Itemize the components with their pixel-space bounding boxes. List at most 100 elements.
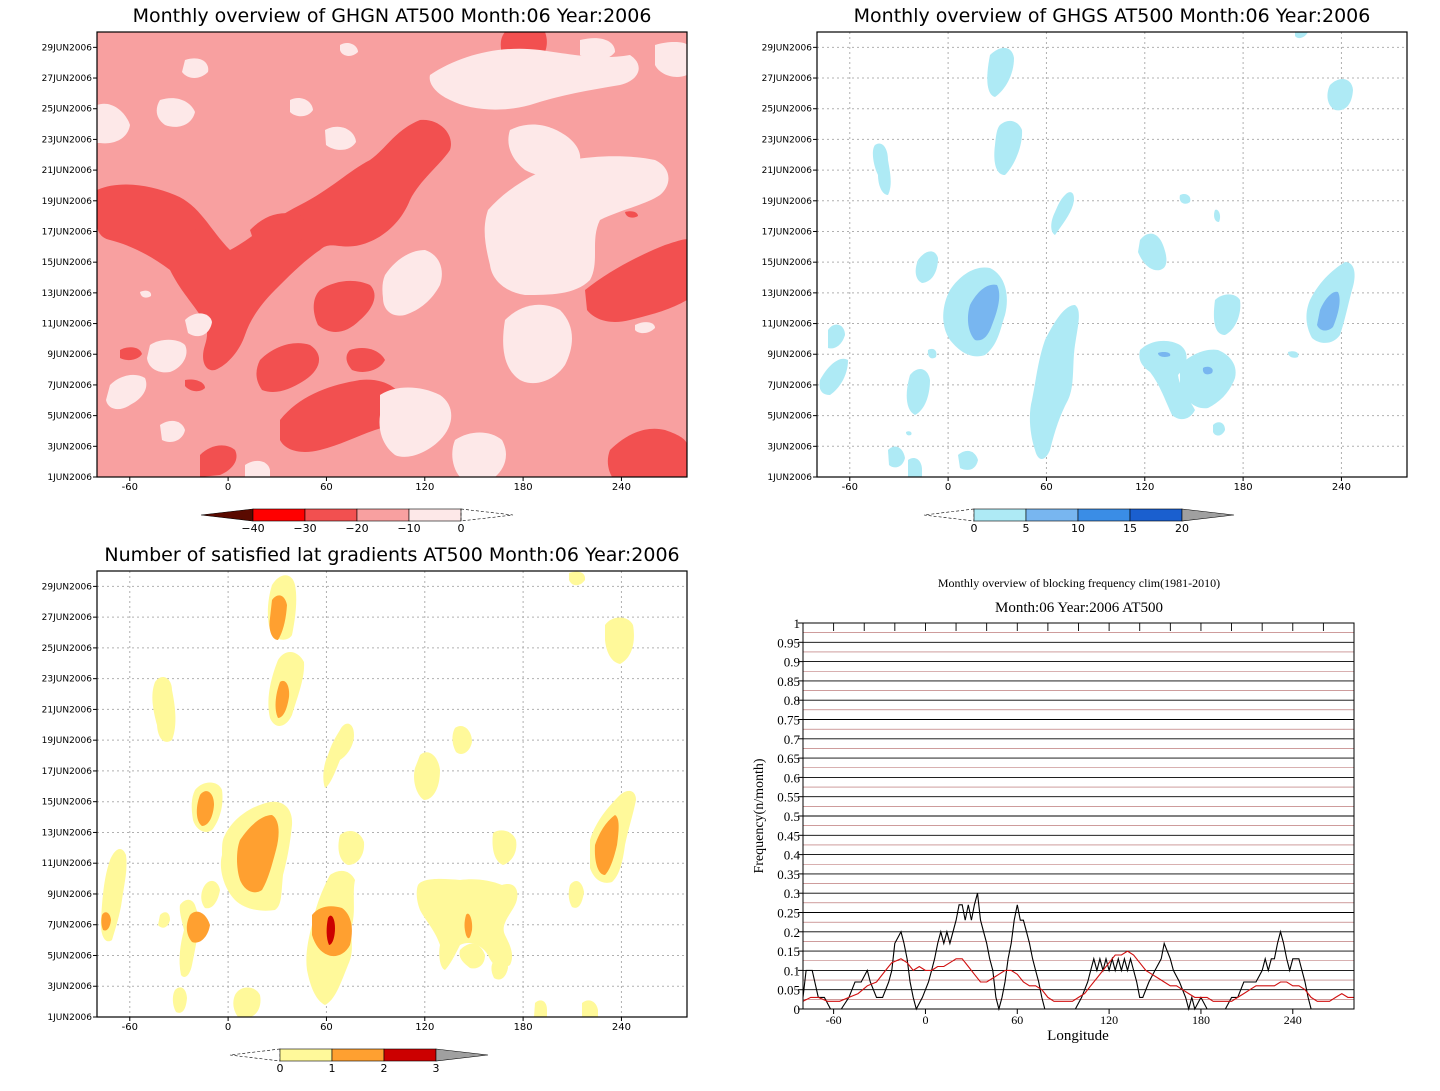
- freq-y-tick-label: 0.9: [784, 655, 800, 670]
- latgrad-colorbar-label: 1: [329, 1062, 336, 1075]
- latgrad-y-ticks: 1JUN2006 3JUN2006 5JUN2006 7JUN2006 9JUN2006…: [42, 582, 97, 1023]
- freq-y-tick-label: 0.7: [784, 732, 801, 747]
- ghgs-y-tick-label: 1JUN2006: [767, 473, 812, 483]
- ghgs-colorbar-segment: [973, 508, 1027, 522]
- panel-frequency-title: Monthly overview of blocking frequency c…: [938, 576, 1220, 590]
- latgrad-y-tick-label: 27JUN2006: [42, 613, 93, 623]
- ghgn-y-tick-label: 29JUN2006: [42, 43, 93, 53]
- latgrad-colorbar-segment: [279, 1048, 333, 1062]
- ghgn-colorbar-segment: [356, 508, 410, 522]
- ghgs-colorbar-segment: [1129, 508, 1183, 522]
- freq-y-tick-label: 0.25: [777, 906, 800, 921]
- ghgs-plot-area: [816, 31, 1408, 478]
- latgrad-colorbar: 0 1 2 3: [229, 1048, 489, 1075]
- freq-y-tick-label: 0.85: [777, 674, 800, 689]
- ghgn-plot-frame: [96, 31, 688, 478]
- ghgn-y-tick-label: 1JUN2006: [47, 473, 92, 483]
- ghgs-x-tick-label: -60: [842, 482, 858, 493]
- ghgs-colorbar-label: 5: [1023, 522, 1030, 535]
- ghgn-colorbar-label: −10: [397, 522, 420, 535]
- ghgs-y-tick-label: 5JUN2006: [767, 412, 812, 422]
- ghgn-y-tick-label: 19JUN2006: [42, 197, 93, 207]
- panel-frequency-subtitle: Month:06 Year:2006 AT500: [995, 600, 1163, 616]
- freq-y-tick-label: 0.05: [777, 983, 800, 998]
- panel-ghgn-title: Monthly overview of GHGN AT500 Month:06 …: [133, 5, 652, 27]
- ghgn-y-tick-label: 21JUN2006: [42, 166, 93, 176]
- freq-y-tick-label: 0.2: [784, 925, 800, 940]
- ghgs-contour-band-mid: [967, 284, 1340, 375]
- ghgn-colorbar-label: −20: [345, 522, 368, 535]
- ghgn-colorbar-label: −40: [241, 522, 264, 535]
- ghgn-y-tick-label: 17JUN2006: [42, 227, 93, 237]
- freq-x-tick-label: 180: [1192, 1013, 1210, 1027]
- freq-y-tick-label: 0.95: [777, 635, 800, 650]
- freq-x-tick-label: 240: [1284, 1013, 1302, 1027]
- ghgn-x-tick-label: 240: [612, 482, 631, 493]
- ghgs-y-ticks: 1JUN2006 3JUN2006 5JUN2006 7JUN2006 9JUN2006…: [762, 43, 817, 483]
- ghgn-y-ticks: 1JUN2006 3JUN2006 5JUN2006 7JUN2006 9JUN2006…: [42, 43, 97, 483]
- latgrad-y-tick-label: 3JUN2006: [47, 982, 92, 992]
- latgrad-colorbar-label: 2: [381, 1062, 388, 1075]
- ghgs-colorbar-extension-max: [1181, 508, 1235, 522]
- ghgn-x-tick-label: -60: [122, 482, 138, 493]
- ghgs-x-tick-label: 120: [1135, 482, 1154, 493]
- ghgs-x-tick-label: 60: [1040, 482, 1053, 493]
- ghgs-colorbar-label: 10: [1071, 522, 1085, 535]
- freq-gridlines: [802, 622, 1355, 1010]
- latgrad-y-tick-label: 11JUN2006: [42, 859, 93, 869]
- latgrad-colorbar-segment: [331, 1048, 385, 1062]
- freq-y-tick-label: 0.65: [777, 751, 800, 766]
- ghgn-y-tick-label: 11JUN2006: [42, 320, 93, 330]
- latgrad-contour-band-2-3: [326, 915, 335, 945]
- ghgn-colorbar-label: 0: [458, 522, 465, 535]
- ghgs-x-tick-label: 240: [1332, 482, 1351, 493]
- freq-x-tick-label: 0: [922, 1013, 928, 1027]
- ghgn-y-tick-label: 13JUN2006: [42, 289, 93, 299]
- ghgn-y-tick-label: 9JUN2006: [47, 350, 92, 360]
- ghgs-y-tick-label: 9JUN2006: [767, 350, 812, 360]
- ghgs-y-tick-label: 21JUN2006: [762, 166, 813, 176]
- freq-y-tick-label: 0.3: [784, 886, 800, 901]
- ghgs-y-tick-label: 3JUN2006: [767, 442, 812, 452]
- ghgs-x-tick-label: 0: [945, 482, 951, 493]
- ghgn-colorbar-extension-max: [460, 508, 514, 522]
- latgrad-y-tick-label: 5JUN2006: [47, 951, 92, 961]
- latgrad-y-tick-label: 9JUN2006: [47, 890, 92, 900]
- ghgs-colorbar-label: 20: [1175, 522, 1189, 535]
- ghgn-colorbar: −40 −30 −20 −10 0: [200, 508, 514, 535]
- ghgs-colorbar-segment: [1077, 508, 1131, 522]
- ghgs-y-tick-label: 11JUN2006: [762, 320, 813, 330]
- ghgn-y-tick-label: 15JUN2006: [42, 258, 93, 268]
- panel-latgrad: Number of satisfied lat gradients AT500 …: [42, 544, 688, 1075]
- ghgs-colorbar: 0 5 10 15 20: [923, 508, 1235, 535]
- latgrad-x-tick-label: 60: [320, 1022, 333, 1033]
- freq-xlabel: Longitude: [1047, 1028, 1109, 1044]
- latgrad-contour-band-1-2: [101, 595, 619, 957]
- ghgn-colorbar-segment: [304, 508, 358, 522]
- freq-y-tick-label: 0.4: [784, 848, 801, 863]
- latgrad-plot-frame: [96, 570, 688, 1018]
- ghgn-colorbar-label: −30: [293, 522, 316, 535]
- ghgn-colorbar-segment: [252, 508, 306, 522]
- ghgn-y-tick-label: 27JUN2006: [42, 74, 93, 84]
- panel-ghgs-title: Monthly overview of GHGS AT500 Month:06 …: [854, 5, 1371, 27]
- latgrad-y-tick-label: 15JUN2006: [42, 798, 93, 808]
- freq-x-tick-label: 60: [1011, 1013, 1023, 1027]
- panel-frequency: Monthly overview of blocking frequency c…: [752, 576, 1355, 1044]
- latgrad-x-tick-label: 240: [612, 1022, 631, 1033]
- latgrad-plot-area: [96, 570, 688, 1018]
- latgrad-y-tick-label: 1JUN2006: [47, 1013, 92, 1023]
- ghgs-y-tick-label: 29JUN2006: [762, 43, 813, 53]
- freq-x-tick-label: -60: [826, 1013, 842, 1027]
- ghgn-x-tick-label: 180: [514, 482, 533, 493]
- ghgs-background: [817, 32, 1407, 477]
- latgrad-y-tick-label: 23JUN2006: [42, 675, 93, 685]
- latgrad-x-tick-label: 180: [514, 1022, 533, 1033]
- freq-y-tick-label: 0.45: [777, 828, 800, 843]
- ghgn-x-tick-label: 60: [320, 482, 333, 493]
- freq-y-tick-label: 0.35: [777, 867, 800, 882]
- ghgs-y-tick-label: 15JUN2006: [762, 258, 813, 268]
- ghgs-y-tick-label: 25JUN2006: [762, 105, 813, 115]
- latgrad-y-tick-label: 29JUN2006: [42, 582, 93, 592]
